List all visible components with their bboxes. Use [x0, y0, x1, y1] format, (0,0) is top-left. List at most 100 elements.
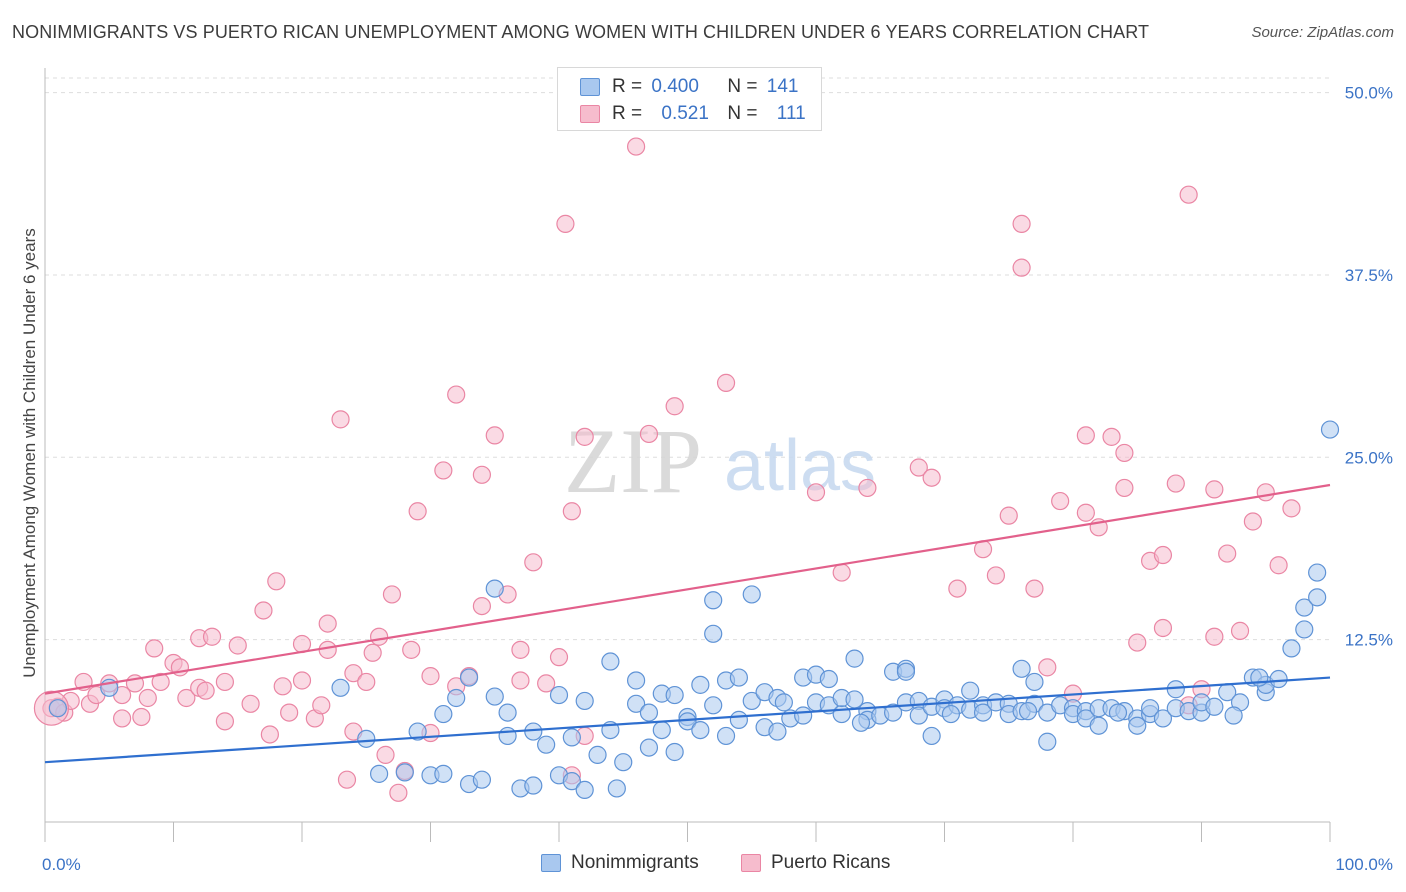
puerto-ricans-point: [292, 671, 312, 690]
nonimmigrants-point: [447, 688, 466, 708]
trend-lines: [44, 483, 1331, 764]
puerto-ricans-point: [357, 672, 376, 692]
puerto-ricans-point: [241, 694, 260, 713]
nonimmigrants-point: [941, 704, 961, 724]
nonimmigrants-point: [472, 770, 491, 789]
nonimmigrants-point: [704, 591, 723, 610]
puerto-ricans-point: [312, 696, 331, 715]
nonimmigrants-point: [1012, 659, 1031, 678]
nonimmigrants-point: [768, 722, 787, 741]
nonimmigrants-point: [562, 728, 581, 747]
y-tick-label: 12.5%: [1345, 631, 1393, 650]
puerto-ricans-point: [408, 502, 427, 521]
nonimmigrants-point: [331, 678, 350, 697]
nonimmigrants-point: [652, 720, 671, 740]
puerto-ricans-point: [1012, 214, 1031, 233]
nonimmigrants-point: [1018, 702, 1038, 721]
puerto-ricans-point: [254, 601, 273, 620]
nonimmigrants-point: [1140, 699, 1160, 718]
puerto-ricans-point: [138, 688, 157, 708]
nonimmigrants-point: [729, 668, 749, 687]
chart-title: NONIMMIGRANTS VS PUERTO RICAN UNEMPLOYME…: [12, 22, 1150, 42]
puerto-ricans-point: [1051, 491, 1070, 511]
puerto-ricans-point: [485, 426, 504, 445]
nonimmigrants-point: [909, 706, 928, 725]
nonimmigrants-point: [639, 703, 659, 722]
puerto-ricans-point: [1282, 499, 1301, 518]
puerto-ricans-point: [260, 725, 279, 744]
nonimmigrants-point: [357, 729, 376, 748]
puerto-ricans-point: [1166, 474, 1185, 493]
puerto-ricans-point: [273, 677, 292, 696]
nonimmigrants-point: [1308, 588, 1327, 607]
puerto-ricans-point: [1205, 480, 1224, 499]
legend-swatch-pink: [580, 105, 600, 123]
watermark-zip: ZIP: [564, 410, 702, 512]
nonimmigrants-point: [614, 753, 633, 772]
nonimmigrants-point: [607, 779, 626, 798]
puerto-ricans-point: [1256, 483, 1275, 502]
nonimmigrants-point: [1282, 639, 1301, 658]
tick-labels: 12.5% 25.0% 37.5% 50.0% 0.0% 100.0%: [42, 84, 1393, 874]
puerto-ricans-point: [472, 596, 491, 616]
nonimmigrants-point: [1128, 716, 1147, 735]
puerto-ricans-point: [806, 483, 826, 502]
puerto-ricans-point: [344, 664, 363, 683]
nonimmigrants-point: [845, 649, 864, 668]
source-label: Source: ZipAtlas.com: [1251, 24, 1394, 41]
nonimmigrants-point: [370, 764, 389, 783]
nonimmigrants-point: [774, 693, 793, 712]
nonimmigrants-point: [588, 745, 607, 764]
puerto-ricans-point: [389, 783, 408, 802]
puerto-ricans-point: [948, 579, 967, 598]
puerto-ricans-point: [376, 745, 395, 764]
nonimmigrants-point: [408, 722, 427, 741]
legend-r-value: 0.400: [651, 76, 699, 97]
puerto-ricans-point: [1243, 512, 1263, 531]
nonimmigrants-point: [434, 704, 453, 724]
nonimmigrants-point: [704, 696, 723, 715]
puerto-ricans-point: [337, 770, 357, 789]
puerto-ricans-point: [537, 674, 556, 693]
nonimmigrants-point: [537, 735, 556, 754]
nonimmigrants-point: [832, 704, 851, 724]
legend-r-label: R =: [612, 103, 643, 124]
nonimmigrants-point: [1295, 598, 1314, 617]
nonimmigrants-point: [922, 726, 941, 746]
grid-lines: [45, 77, 1330, 641]
nonimmigrants-point: [524, 776, 543, 795]
nonimmigrants-point: [1166, 680, 1185, 699]
nonimmigrants-point: [1089, 716, 1108, 735]
nonimmigrants-point: [665, 685, 684, 705]
puerto-ricans-point: [986, 566, 1006, 585]
legend-n-label: N =: [727, 103, 758, 124]
puerto-ricans-point: [511, 640, 530, 659]
puerto-ricans-point: [370, 627, 389, 646]
nonimmigrants-point: [562, 772, 581, 791]
nonimmigrants-point: [434, 764, 453, 783]
nonimmigrants-point: [819, 669, 838, 689]
puerto-ricans-point: [1205, 627, 1224, 646]
nonimmigrants-point: [1224, 706, 1243, 725]
puerto-ricans-point: [267, 572, 286, 591]
puerto-ricans-point: [1269, 556, 1288, 575]
nonimmigrants-point: [1038, 732, 1057, 751]
nonimmigrants-point: [851, 713, 871, 732]
puerto-ricans-point: [447, 385, 466, 404]
puerto-ricans-point: [145, 639, 164, 658]
bottom-legend-label: Nonimmigrants: [571, 852, 699, 873]
nonimmigrants-point: [973, 703, 993, 722]
puerto-ricans-point: [421, 667, 440, 686]
x-tick-label: 100.0%: [1335, 855, 1393, 874]
puerto-ricans-point: [280, 703, 299, 722]
y-tick-label: 37.5%: [1345, 266, 1393, 285]
puerto-ricans-point: [363, 643, 382, 662]
puerto-ricans-point: [626, 137, 646, 156]
legend-r-value: 0.521: [661, 103, 709, 124]
legend-row-nonimmigrants: R = 0.400 N = 141: [580, 75, 798, 99]
nonimmigrants-point: [742, 585, 761, 604]
puerto-ricans-point: [511, 671, 530, 690]
nonimmigrants-point: [485, 687, 504, 706]
puerto-ricans-point: [562, 502, 581, 521]
puerto-ricans-trend-line: [44, 483, 1331, 695]
